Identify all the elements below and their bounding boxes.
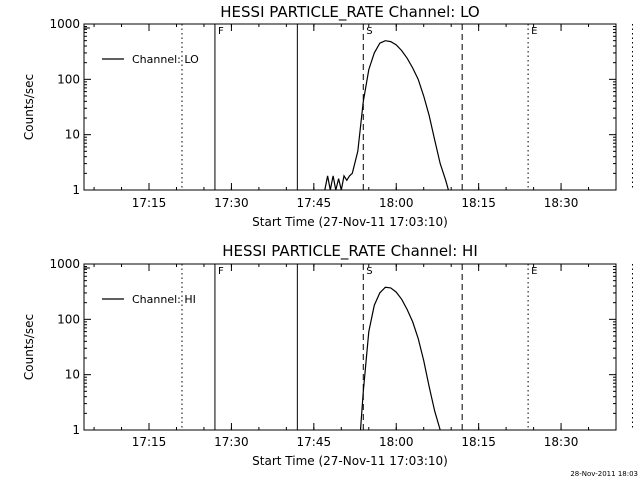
- x-tick-label: 18:30: [544, 435, 579, 449]
- y-tick-label: 10: [65, 368, 80, 382]
- plot-frame: [83, 23, 617, 191]
- x-axis-label: Start Time (27-Nov-11 17:03:10): [252, 215, 448, 229]
- event-marker-label: S: [366, 266, 372, 277]
- footer-timestamp: 28-Nov-2011 18:03: [570, 470, 638, 478]
- x-tick-label: 18:00: [379, 196, 414, 210]
- x-tick-label: 17:30: [214, 435, 249, 449]
- y-tick-label: 1: [72, 183, 80, 197]
- chart-panel-2: HESSI PARTICLE_RATE Channel: HI 1 10 100 100…: [22, 242, 633, 468]
- y-tick-label: 10: [65, 128, 80, 142]
- event-marker-label: S: [366, 26, 372, 37]
- x-tick-label: 18:15: [461, 196, 496, 210]
- x-tick-label: 17:15: [132, 435, 167, 449]
- x-tick-label: 17:30: [214, 196, 249, 210]
- series-line: [324, 40, 449, 191]
- plot-frame: [83, 263, 617, 431]
- chart-panel-1: HESSI PARTICLE_RATE Channel: LO 1 10 100 100…: [22, 3, 633, 229]
- series-line: [359, 286, 441, 431]
- x-tick-label: 18:30: [544, 196, 579, 210]
- x-tick-label: 18:15: [461, 435, 496, 449]
- legend-label: Channel: LO: [132, 53, 199, 66]
- y-tick-label: 100: [57, 72, 80, 86]
- event-marker-label: F: [218, 26, 224, 37]
- chart-title: HESSI PARTICLE_RATE Channel: HI: [222, 242, 478, 261]
- legend-label: Channel: HI: [132, 293, 196, 306]
- y-tick-label: 100: [57, 312, 80, 326]
- event-marker-label: E: [531, 266, 537, 277]
- x-tick-label: 17:15: [132, 196, 167, 210]
- x-axis-label: Start Time (27-Nov-11 17:03:10): [252, 454, 448, 468]
- y-axis-label: Counts/sec: [22, 314, 36, 380]
- y-axis-label: Counts/sec: [22, 74, 36, 140]
- event-marker-label: F: [218, 266, 224, 277]
- y-tick-label: 1: [72, 423, 80, 437]
- x-tick-label: 17:45: [297, 435, 332, 449]
- y-tick-label: 1000: [49, 17, 80, 31]
- event-marker-label: E: [531, 26, 537, 37]
- x-tick-label: 18:00: [379, 435, 414, 449]
- y-tick-label: 1000: [49, 257, 80, 271]
- chart-title: HESSI PARTICLE_RATE Channel: LO: [220, 3, 479, 22]
- x-tick-label: 17:45: [297, 196, 332, 210]
